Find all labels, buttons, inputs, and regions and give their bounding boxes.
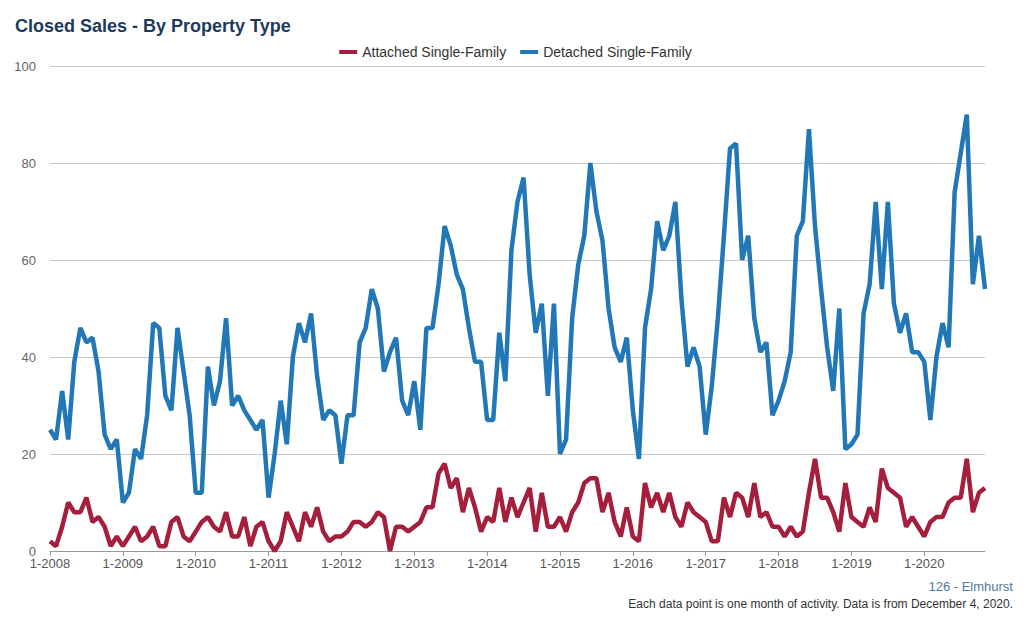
svg-text:20: 20 xyxy=(22,447,36,462)
svg-text:40: 40 xyxy=(22,350,36,365)
svg-text:1-2013: 1-2013 xyxy=(394,556,434,571)
svg-text:80: 80 xyxy=(22,156,36,171)
svg-text:1-2018: 1-2018 xyxy=(758,556,798,571)
svg-text:Attached Single-Family: Attached Single-Family xyxy=(362,44,506,60)
svg-text:126 - Elmhurst: 126 - Elmhurst xyxy=(928,579,1013,594)
svg-text:1-2019: 1-2019 xyxy=(831,556,871,571)
svg-text:Closed Sales - By Property Typ: Closed Sales - By Property Type xyxy=(15,16,291,36)
svg-text:1-2009: 1-2009 xyxy=(103,556,143,571)
svg-text:1-2008: 1-2008 xyxy=(30,556,70,571)
svg-text:Detached Single-Family: Detached Single-Family xyxy=(543,44,692,60)
svg-text:0: 0 xyxy=(28,543,36,559)
svg-text:1-2014: 1-2014 xyxy=(467,556,507,571)
svg-text:1-2017: 1-2017 xyxy=(685,556,725,571)
svg-text:1-2020: 1-2020 xyxy=(904,556,944,571)
svg-text:60: 60 xyxy=(22,253,36,268)
svg-text:100: 100 xyxy=(14,59,36,74)
svg-text:1-2015: 1-2015 xyxy=(540,556,580,571)
svg-text:1-2011: 1-2011 xyxy=(249,556,289,571)
svg-text:1-2016: 1-2016 xyxy=(613,556,653,571)
svg-text:Each data point is one month o: Each data point is one month of activity… xyxy=(628,597,1013,611)
svg-text:1-2010: 1-2010 xyxy=(175,556,215,571)
svg-text:1-2012: 1-2012 xyxy=(321,556,361,571)
